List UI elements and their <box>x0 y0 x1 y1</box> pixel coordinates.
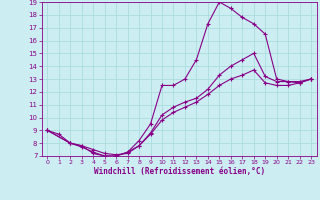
X-axis label: Windchill (Refroidissement éolien,°C): Windchill (Refroidissement éolien,°C) <box>94 167 265 176</box>
